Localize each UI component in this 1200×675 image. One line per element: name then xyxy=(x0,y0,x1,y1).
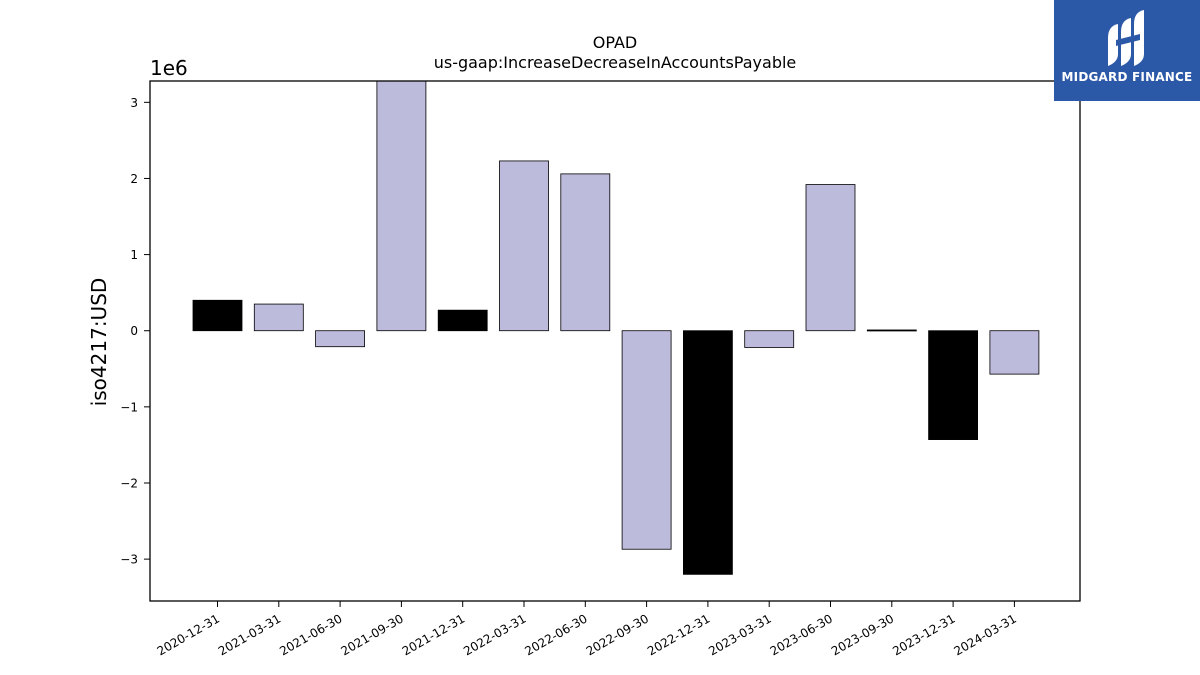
y-axis-label: iso4217:USD xyxy=(87,278,111,407)
x-tick-label: 2022-03-31 xyxy=(461,611,528,658)
chart-title: OPAD xyxy=(593,33,637,52)
y-tick-label: −1 xyxy=(120,400,138,414)
x-tick-label: 2022-09-30 xyxy=(584,611,651,658)
bar-2020-12-31 xyxy=(192,299,243,332)
bar-2022-12-31 xyxy=(683,330,733,575)
x-tick-label: 2023-09-30 xyxy=(829,611,896,658)
bar-2024-03-31 xyxy=(989,330,1040,375)
y-scale-label: 1e6 xyxy=(150,56,188,80)
bar-2023-06-30 xyxy=(805,184,856,332)
y-tick-label: −3 xyxy=(120,553,138,567)
x-tick-label: 2020-12-31 xyxy=(155,611,222,658)
x-tick-label: 2021-06-30 xyxy=(277,611,344,658)
bar-2022-09-30 xyxy=(621,330,672,550)
bar-2021-06-30 xyxy=(315,330,366,348)
y-tick-label: 0 xyxy=(130,324,138,338)
x-tick-label: 2021-09-30 xyxy=(338,611,405,658)
bar-2023-03-31 xyxy=(744,330,795,348)
x-tick-label: 2022-06-30 xyxy=(522,611,589,658)
bar-2022-03-31 xyxy=(499,160,549,332)
bar-2021-12-31 xyxy=(437,309,488,332)
plot-frame xyxy=(149,80,1081,602)
x-tick-label: 2024-03-31 xyxy=(951,611,1018,658)
y-tick-label: 2 xyxy=(130,172,138,186)
x-tick-label: 2021-03-31 xyxy=(216,611,283,658)
bar-2021-09-30 xyxy=(376,80,427,332)
logo-text: MIDGARD FINANCE xyxy=(1061,70,1193,84)
x-tick-label: 2021-12-31 xyxy=(400,611,467,658)
x-tick-label: 2022-12-31 xyxy=(645,611,712,658)
bar-2023-09-30 xyxy=(866,329,917,332)
bar-2021-03-31 xyxy=(253,303,304,332)
midgard-logo-icon xyxy=(1108,10,1144,66)
x-tick-label: 2023-12-31 xyxy=(890,611,957,658)
bar-2023-12-31 xyxy=(928,330,978,440)
bar-2022-06-30 xyxy=(560,173,611,332)
y-tick-label: 1 xyxy=(130,248,138,262)
chart-subtitle: us-gaap:IncreaseDecreaseInAccountsPayabl… xyxy=(434,53,797,72)
y-tick-label: 3 xyxy=(130,96,138,110)
x-tick-label: 2023-06-30 xyxy=(768,611,835,658)
y-tick-label: −2 xyxy=(120,476,138,490)
brand-logo: MIDGARD FINANCE xyxy=(1054,0,1200,101)
x-tick-label: 2023-03-31 xyxy=(706,611,773,658)
